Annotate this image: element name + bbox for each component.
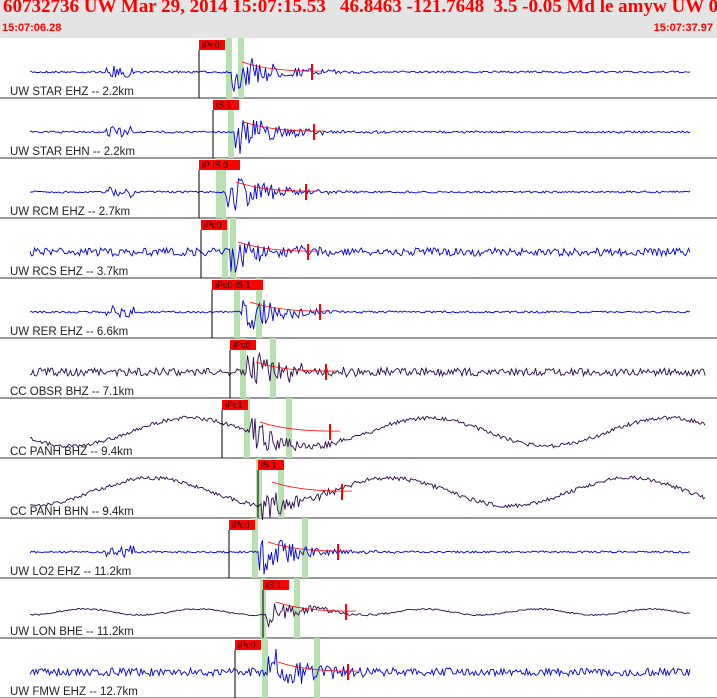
trace-row[interactable]: iPc0 UW RCS EHZ -- 3.7km [0,218,717,279]
event-header: 60732736 UW Mar 29, 2014 15:07:15.53 46.… [0,0,717,38]
station-label: UW RCS EHZ -- 3.7km [10,266,128,278]
pick-label: iS 1 [261,460,277,470]
end-time: 15:07:37.97 [653,22,713,34]
waveform [29,415,706,452]
station-label: UW RER EHZ -- 6.6km [10,326,128,338]
s-window [270,338,276,398]
trace-row[interactable]: iPc0 UW STAR EHZ -- 2.2km [0,38,717,99]
trace-row[interactable]: iPc0 iS 1 UW RER EHZ -- 6.6km [0,278,717,339]
s-window [216,158,222,218]
waveform [29,351,706,384]
pick-label: iPc1 [225,400,243,410]
event-title: 60732736 UW Mar 29, 2014 15:07:15.53 46.… [3,0,717,17]
pick-flag[interactable] [230,340,256,350]
p-window [240,338,246,398]
p-window [220,158,226,218]
trace-row[interactable]: iPc0 CC OBSR BHZ -- 7.1km [0,338,717,399]
waveform [29,240,691,273]
pick-label: iPc0 [238,640,256,650]
station-label: UW STAR EHN -- 2.2km [10,146,135,158]
waveform [29,119,691,155]
station-label: UW STAR EHZ -- 2.2km [10,86,134,98]
station-label: UW RCM EHZ -- 2.7km [10,206,130,218]
waveform [29,299,691,330]
pick-flag[interactable] [199,160,240,170]
pick-flag[interactable] [235,640,261,650]
waveform [29,603,691,628]
pick-flag[interactable] [263,580,289,590]
pick-label: iPc0 [202,40,220,50]
coda-curve [235,181,317,192]
p-window [234,278,240,338]
s-window [238,38,244,98]
p-window [252,518,258,578]
p-window [244,398,250,458]
pick-flag[interactable] [199,40,225,50]
station-label: UW LON BHE -- 11.2km [10,626,134,638]
s-window [278,458,284,518]
p-window [256,458,262,518]
s-window [294,578,300,638]
station-label: CC PANH BHN -- 9.4km [10,506,134,518]
pick-flag[interactable] [229,520,255,530]
pick-flag[interactable] [201,220,227,230]
pick-label: iPc0 [232,520,250,530]
p-window [226,38,232,98]
waveform [29,648,691,684]
start-time: 15:07:06.28 [2,22,62,34]
pick-label: iPc0 [233,340,251,350]
trace-row[interactable]: iPc0 UW FMW EHZ -- 12.7km [0,638,717,698]
trace-row[interactable]: iS 1 UW LON BHE -- 11.2km [0,578,717,639]
pick-label: iS 1 [266,580,282,590]
pick-label: iPc0 [204,220,222,230]
pick-label: iP iS 0 [202,160,228,170]
trace-row[interactable]: iP iS 0 UW RCM EHZ -- 2.7km [0,158,717,219]
s-window [256,278,262,338]
s-window [230,218,236,278]
s-window [286,398,292,458]
coda-curve [259,421,341,432]
pick-label: iPc0 iS 1 [215,280,251,290]
station-label: UW FMW EHZ -- 12.7km [10,686,138,698]
pick-flag[interactable] [258,460,284,470]
waveform [29,539,691,575]
trace-row[interactable]: iPc0 UW LO2 EHZ -- 11.2km [0,518,717,579]
s-window [228,98,234,158]
pick-flag[interactable] [222,400,248,410]
pick-flag[interactable] [213,100,239,110]
pick-flag[interactable] [212,280,263,290]
trace-row[interactable]: iS 1 UW STAR EHN -- 2.2km [0,98,717,159]
p-window [262,638,268,698]
seismogram-panel[interactable]: iPc0 UW STAR EHZ -- 2.2km iS 1 UW STAR EHN … [0,38,717,698]
waveform [29,58,691,92]
s-window [314,638,320,698]
station-label: UW LO2 EHZ -- 11.2km [10,566,131,578]
trace-row[interactable]: iPc1 CC PANH BHZ -- 9.4km [0,398,717,459]
waveform [29,475,706,521]
waveform [29,177,691,211]
trace-row[interactable]: iS 1 CC PANH BHN -- 9.4km [0,458,717,521]
pick-label: iS 1 [216,100,232,110]
station-label: CC OBSR BHZ -- 7.1km [10,386,134,398]
station-label: CC PANH BHZ -- 9.4km [10,446,132,458]
p-window [222,218,228,278]
